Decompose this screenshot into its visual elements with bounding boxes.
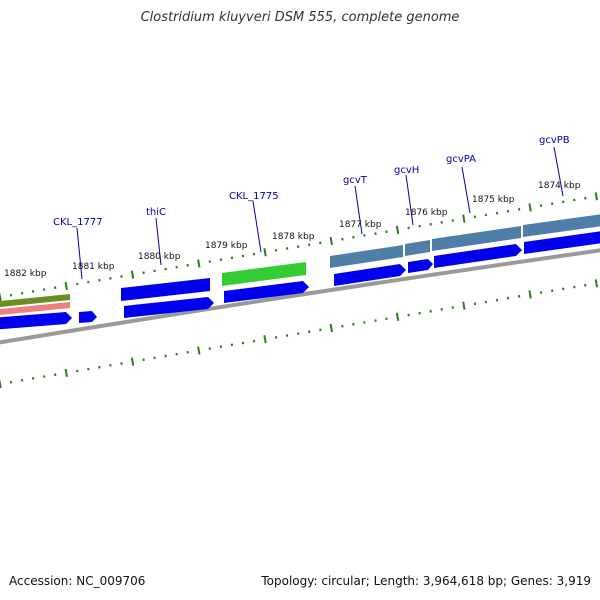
major-tick: [395, 312, 400, 321]
gene-labels: CKL_1777 thiC CKL_1775 gcvT gcvH gcvPA g…: [53, 135, 570, 228]
inner-tick-ruler: [0, 279, 598, 389]
olive-feature[interactable]: [0, 294, 70, 308]
gene-label-gcvH: gcvH: [394, 165, 419, 176]
major-tick: [594, 279, 598, 288]
kbp-label: 1877 kbp: [339, 220, 382, 230]
backbone-ring: [0, 248, 600, 345]
major-tick: [594, 192, 598, 201]
major-tick: [528, 290, 532, 299]
major-tick: [395, 225, 400, 234]
cds-gcvH[interactable]: [408, 259, 433, 273]
major-tick: [528, 203, 532, 212]
major-tick: [329, 323, 333, 333]
major-tick: [197, 259, 201, 268]
major-tick: [0, 379, 2, 389]
cds-gcvT[interactable]: [334, 264, 406, 286]
gene-label-leaders: [76, 146, 564, 280]
pink-feature[interactable]: [0, 302, 70, 316]
steel-feature-gcvPB[interactable]: [523, 213, 600, 237]
gene-label-CKL_1777: CKL_1777: [53, 217, 103, 228]
major-tick: [64, 281, 68, 290]
gene-label-gcvPB: gcvPB: [539, 135, 570, 146]
cds-arrow[interactable]: [0, 312, 72, 330]
kbp-label: 1875 kbp: [472, 195, 515, 205]
kbp-scale-labels: 1882 kbp 1881 kbp 1880 kbp 1879 kbp 1878…: [4, 181, 581, 279]
steel-feature-gcvT[interactable]: [330, 245, 403, 268]
outer-tick-ruler: [0, 192, 598, 302]
kbp-label: 1880 kbp: [138, 252, 181, 262]
major-tick: [263, 248, 267, 257]
kbp-label: 1882 kbp: [4, 269, 47, 279]
steel-feature-gcvH[interactable]: [405, 240, 430, 256]
kbp-label: 1881 kbp: [72, 262, 115, 272]
major-tick: [329, 236, 333, 246]
gene-label-gcvPA: gcvPA: [446, 154, 476, 165]
cds-arrow[interactable]: [79, 311, 97, 323]
kbp-label: 1876 kbp: [405, 208, 448, 218]
cds-gcvPA[interactable]: [434, 244, 522, 268]
gene-label-thiC: thiC: [146, 207, 166, 218]
cds-CKL_1775[interactable]: [224, 281, 309, 303]
gene-label-gcvT: gcvT: [343, 175, 368, 186]
cds-thiC-lower[interactable]: [124, 297, 214, 318]
steel-feature-gcvPA[interactable]: [432, 226, 521, 251]
major-tick: [64, 368, 68, 377]
major-tick: [130, 270, 135, 279]
major-tick: [197, 346, 201, 355]
accession-text: Accession: NC_009706: [9, 574, 146, 588]
major-tick: [263, 335, 267, 344]
kbp-label: 1874 kbp: [538, 181, 581, 191]
major-tick: [0, 292, 2, 302]
cds-gcvPB[interactable]: [524, 230, 600, 254]
kbp-label: 1878 kbp: [272, 232, 315, 242]
kbp-label: 1879 kbp: [205, 241, 248, 251]
major-tick: [462, 301, 466, 310]
genome-title: Clostridium kluyveri DSM 555, complete g…: [140, 10, 460, 25]
cds-thiC-upper[interactable]: [121, 278, 210, 301]
green-feature[interactable]: [222, 262, 306, 286]
gene-label-CKL_1775: CKL_1775: [229, 191, 279, 202]
major-tick: [130, 357, 135, 366]
feature-track: [0, 213, 600, 330]
genome-summary-text: Topology: circular; Length: 3,964,618 bp…: [261, 574, 591, 588]
major-tick: [462, 214, 466, 223]
